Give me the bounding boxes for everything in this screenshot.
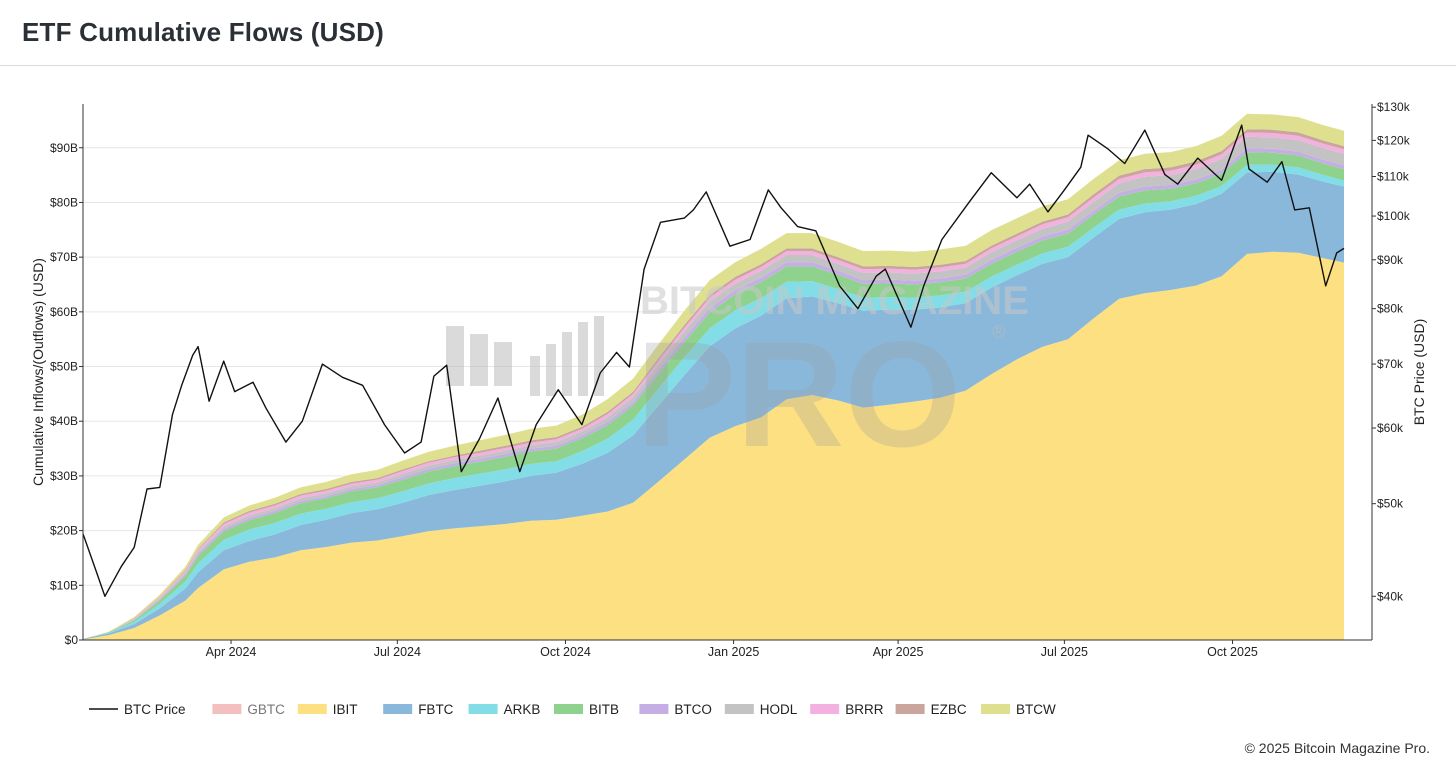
y2-tick-label: $120k bbox=[1377, 133, 1411, 147]
y-tick-label: $30B bbox=[50, 469, 78, 483]
legend-item-btco[interactable]: BTCO bbox=[639, 702, 712, 717]
y2-tick-label: $90k bbox=[1377, 253, 1404, 267]
legend-label: BTCW bbox=[1016, 702, 1056, 717]
watermark-logo-icon bbox=[446, 316, 604, 396]
watermark-registered-mark: ® bbox=[992, 322, 1005, 342]
area-ibit bbox=[83, 251, 1344, 640]
copyright-footer: © 2025 Bitcoin Magazine Pro. bbox=[1244, 740, 1430, 756]
legend-swatch bbox=[212, 704, 242, 714]
legend: BTC Price GBTC IBIT FBTC ARKB BITB BTCO HODL BRR… bbox=[89, 702, 1056, 717]
x-tick-label: Jan 2025 bbox=[708, 645, 759, 659]
legend-swatch bbox=[554, 704, 583, 714]
y-tick-label: $20B bbox=[50, 524, 78, 538]
x-tick-label: Apr 2024 bbox=[206, 645, 257, 659]
legend-label: BRRR bbox=[845, 702, 884, 717]
y-tick-label: $70B bbox=[50, 250, 78, 264]
y2-axis-title: BTC Price (USD) bbox=[1411, 319, 1427, 426]
y2-tick-label: $130k bbox=[1377, 100, 1411, 114]
legend-swatch bbox=[724, 704, 754, 714]
y2-tick-label: $60k bbox=[1377, 421, 1404, 435]
legend-label: FBTC bbox=[418, 702, 453, 717]
axes: $0 $10B $20B $30B $40B $50B $60B $70B $80B $90B $4… bbox=[30, 100, 1427, 659]
header-bar: ETF Cumulative Flows (USD) bbox=[0, 0, 1456, 66]
legend-item-bitb[interactable]: BITB bbox=[554, 702, 619, 717]
legend-item-fbtc[interactable]: FBTC bbox=[383, 702, 454, 717]
page-title: ETF Cumulative Flows (USD) bbox=[22, 17, 385, 47]
legend-item-hodl[interactable]: HODL bbox=[724, 702, 798, 717]
y2-tick-label: $70k bbox=[1377, 357, 1404, 371]
legend-swatch bbox=[297, 704, 327, 714]
x-tick-label: Jul 2025 bbox=[1041, 645, 1088, 659]
x-tick-label: Apr 2025 bbox=[873, 645, 924, 659]
y2-tick-label: $100k bbox=[1377, 209, 1411, 223]
legend-swatch bbox=[981, 704, 1010, 714]
legend-label: IBIT bbox=[333, 702, 358, 717]
watermark: BITCOIN MAGAZINE PRO ® bbox=[446, 279, 1029, 478]
y2-tick-label: $40k bbox=[1377, 589, 1404, 603]
legend-item-brrr[interactable]: BRRR bbox=[810, 702, 884, 717]
legend-swatch bbox=[895, 704, 925, 714]
y-tick-label: $50B bbox=[50, 360, 78, 374]
y2-tick-label: $80k bbox=[1377, 302, 1404, 316]
y-tick-label: $80B bbox=[50, 195, 78, 209]
legend-swatch bbox=[468, 704, 498, 714]
legend-label: BITB bbox=[589, 702, 619, 717]
x-tick-label: Jul 2024 bbox=[374, 645, 421, 659]
y-tick-label: $0 bbox=[65, 633, 79, 647]
watermark-line1: BITCOIN MAGAZINE bbox=[640, 279, 1029, 323]
x-tick-label: Oct 2024 bbox=[540, 645, 591, 659]
legend-item-gbtc[interactable]: GBTC bbox=[212, 702, 285, 717]
x-tick-label: Oct 2025 bbox=[1207, 645, 1258, 659]
legend-label: GBTC bbox=[247, 702, 285, 717]
legend-swatch bbox=[639, 704, 669, 714]
y-tick-label: $60B bbox=[50, 305, 78, 319]
legend-item-arkb[interactable]: ARKB bbox=[468, 702, 541, 717]
stacked-areas bbox=[83, 113, 1344, 640]
y2-tick-label: $50k bbox=[1377, 497, 1404, 511]
y-axis-title: Cumulative Inflows/(Outflows) (USD) bbox=[30, 258, 46, 486]
legend-item-ezbc[interactable]: EZBC bbox=[895, 702, 967, 717]
legend-item-ibit[interactable]: IBIT bbox=[297, 702, 358, 717]
legend-label: BTCO bbox=[674, 702, 712, 717]
legend-swatch bbox=[383, 704, 413, 714]
legend-label: HODL bbox=[760, 702, 798, 717]
etf-flows-chart: BITCOIN MAGAZINE PRO ® $0 $10B $20B $30B $40… bbox=[30, 100, 1427, 717]
legend-swatch bbox=[810, 704, 840, 714]
legend-label: EZBC bbox=[931, 702, 967, 717]
legend-item-price[interactable]: BTC Price bbox=[89, 702, 186, 717]
y-tick-label: $40B bbox=[50, 414, 78, 428]
y-tick-label: $10B bbox=[50, 578, 78, 592]
y2-tick-label: $110k bbox=[1377, 170, 1410, 184]
legend-label: BTC Price bbox=[124, 702, 186, 717]
legend-item-btcw[interactable]: BTCW bbox=[981, 702, 1056, 717]
area-fbtc bbox=[83, 171, 1344, 640]
legend-label: ARKB bbox=[504, 702, 541, 717]
watermark-line2: PRO bbox=[636, 310, 961, 478]
btc-price-line bbox=[82, 124, 1345, 597]
y-tick-label: $90B bbox=[50, 141, 78, 155]
